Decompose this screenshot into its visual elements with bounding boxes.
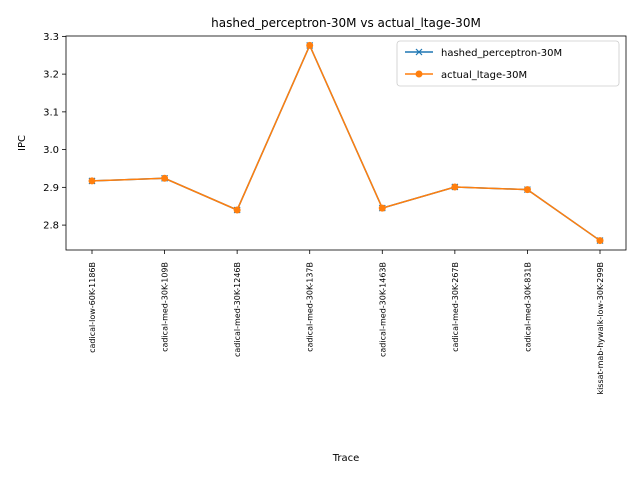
x-axis-label: Trace [332, 453, 360, 464]
data-point-series-1 [523, 186, 531, 194]
y-tick-label: 3.1 [43, 107, 59, 118]
y-tick-label: 3.3 [43, 32, 59, 43]
x-axis: cadical-low-60K-1186B cadical-med-30K-109… [88, 250, 605, 395]
y-tick-label: 2.9 [43, 183, 59, 194]
axes-frame [65, 35, 627, 251]
data-point-series-1 [451, 183, 459, 191]
x-tick-label: cadical-med-30K-1246B [233, 262, 242, 357]
x-tick-label: cadical-med-30K-267B [451, 262, 460, 352]
y-axis-label: IPC [17, 135, 28, 151]
x-tick-label: cadical-med-30K-109B [161, 262, 170, 352]
x-tick-label: kissat-mab-hywalk-low-30K-299B [596, 262, 605, 395]
legend-label-series-0: hashed_perceptron-30M [441, 48, 562, 59]
data-point-series-1 [378, 204, 386, 212]
legend-marker-series-0 [415, 48, 423, 56]
x-tick-label: cadical-med-30K-137B [306, 262, 315, 352]
data-point-series-1 [306, 41, 314, 49]
data-point-series-1 [161, 174, 169, 182]
series-line-1 [91, 43, 601, 242]
legend-marker-series-1 [415, 70, 423, 78]
y-tick-label: 3.0 [43, 145, 59, 156]
y-axis: 2.8 2.9 3.0 3.1 3.2 3.3 [43, 32, 66, 232]
y-tick-label: 2.8 [43, 221, 59, 232]
x-tick-label: cadical-med-30K-831B [523, 262, 532, 352]
plot-area [88, 41, 604, 245]
data-point-series-1 [88, 177, 96, 185]
legend-box [396, 40, 620, 87]
chart-title: hashed_perceptron-30M vs actual_ltage-30… [211, 16, 481, 30]
data-point-series-1 [596, 237, 604, 245]
y-tick-label: 3.2 [43, 70, 59, 81]
x-tick-label: cadical-med-30K-1463B [378, 262, 387, 357]
data-point-series-1 [233, 206, 241, 214]
legend: hashed_perceptron-30M actual_ltage-30M [396, 40, 620, 87]
x-tick-label: cadical-low-60K-1186B [88, 262, 97, 353]
legend-label-series-1: actual_ltage-30M [441, 70, 527, 81]
